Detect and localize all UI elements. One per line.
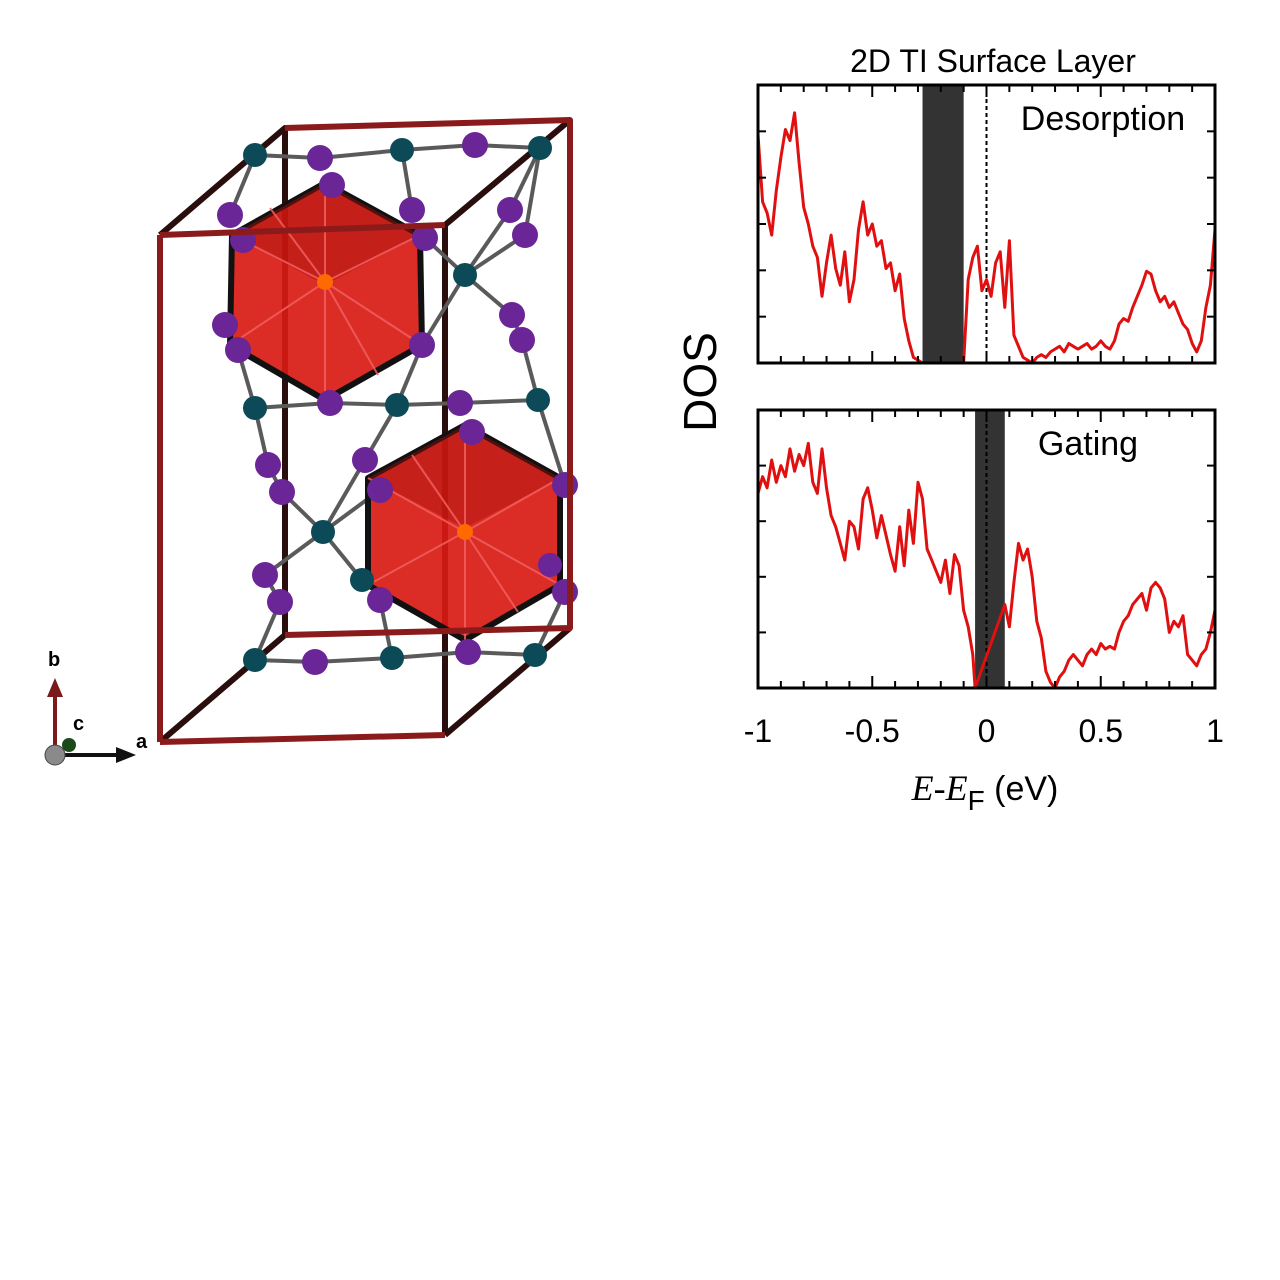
- axis-b-label: b: [48, 649, 60, 671]
- axis-c-label: c: [73, 713, 84, 735]
- dos-line-desorption: [756, 111, 1217, 365]
- atoms-purple: [212, 132, 578, 675]
- panel-gating: Gating: [756, 408, 1217, 690]
- x-label-unit: (eV): [985, 770, 1059, 808]
- octahedron-bottom: [365, 422, 563, 643]
- center-atom-top: [317, 274, 333, 290]
- crystal-structure: b c a: [44, 117, 578, 766]
- panel-label-gating: Gating: [1038, 425, 1138, 463]
- panel-desorption: Desorption: [756, 83, 1217, 365]
- dos-line-gating: [756, 441, 1217, 690]
- dos-chart: 2D TI Surface Layer DOS Desorption Gatin…: [674, 43, 1224, 816]
- x-tick-label: 1: [1206, 713, 1224, 749]
- center-atom-bottom: [457, 524, 473, 540]
- chart-title: 2D TI Surface Layer: [850, 43, 1136, 79]
- panel-label-desorption: Desorption: [1021, 100, 1185, 138]
- x-tick-label: -0.5: [845, 713, 900, 749]
- x-tick-label: 0: [978, 713, 996, 749]
- x-tick-labels: -1 -0.5 0 0.5 1: [744, 713, 1224, 749]
- unit-cell-front: [157, 117, 573, 745]
- x-axis-label: E-EF (eV): [911, 768, 1059, 816]
- atoms-teal: [243, 136, 552, 672]
- x-label-e2: E: [945, 768, 968, 808]
- gap-region-gating: [975, 410, 1005, 688]
- gap-region-desorption: [922, 85, 964, 363]
- x-tick-label: 0.5: [1079, 713, 1123, 749]
- x-tick-label: -1: [744, 713, 772, 749]
- axis-a-label: a: [136, 731, 148, 753]
- x-label-e: E: [911, 768, 934, 808]
- x-label-minus: -: [934, 768, 946, 808]
- octahedron-top: [227, 180, 425, 403]
- x-label-sub: F: [968, 785, 985, 816]
- y-axis-label: DOS: [674, 332, 726, 432]
- axis-triad: b c a: [44, 649, 148, 766]
